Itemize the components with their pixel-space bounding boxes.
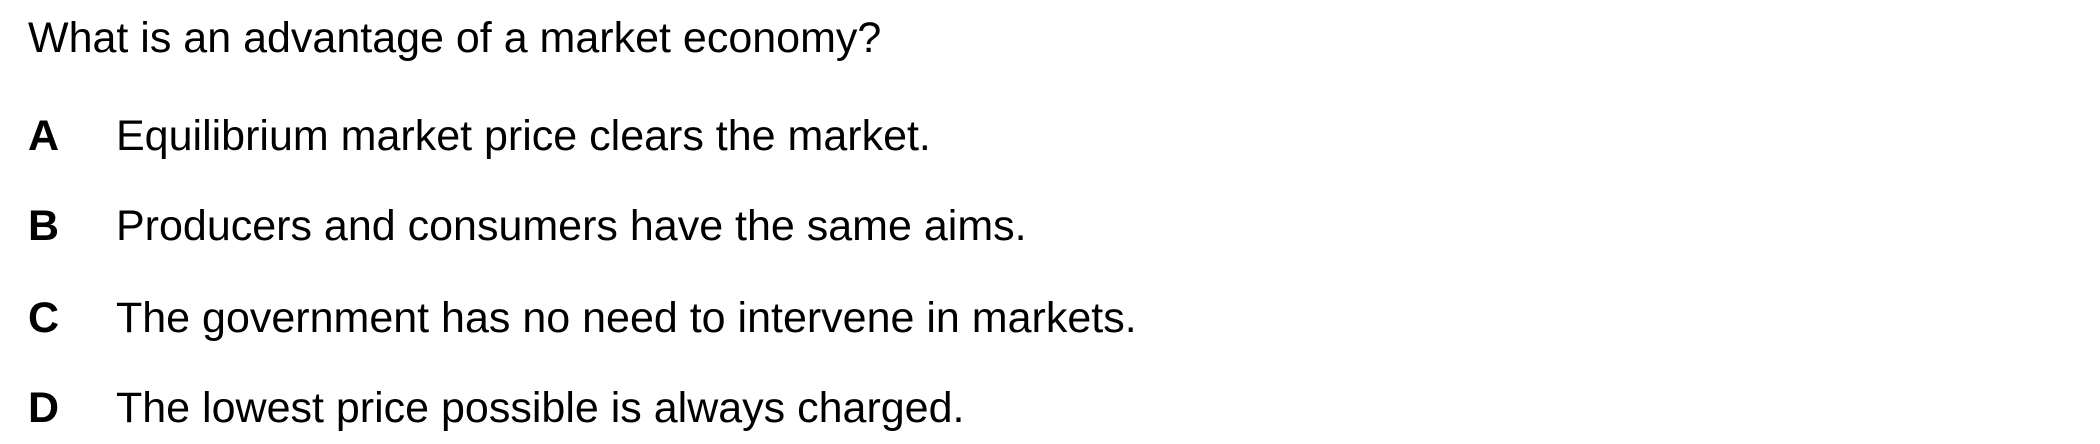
option-text: The government has no need to intervene … xyxy=(116,294,1137,342)
option-letter: D xyxy=(28,384,60,432)
question-text: What is an advantage of a market economy… xyxy=(28,14,882,62)
option-letter: A xyxy=(28,112,60,160)
option-letter: B xyxy=(28,202,60,250)
option-text: The lowest price possible is always char… xyxy=(116,384,965,432)
option-text: Equilibrium market price clears the mark… xyxy=(116,112,931,160)
option-letter: C xyxy=(28,294,60,342)
option-text: Producers and consumers have the same ai… xyxy=(116,202,1027,250)
